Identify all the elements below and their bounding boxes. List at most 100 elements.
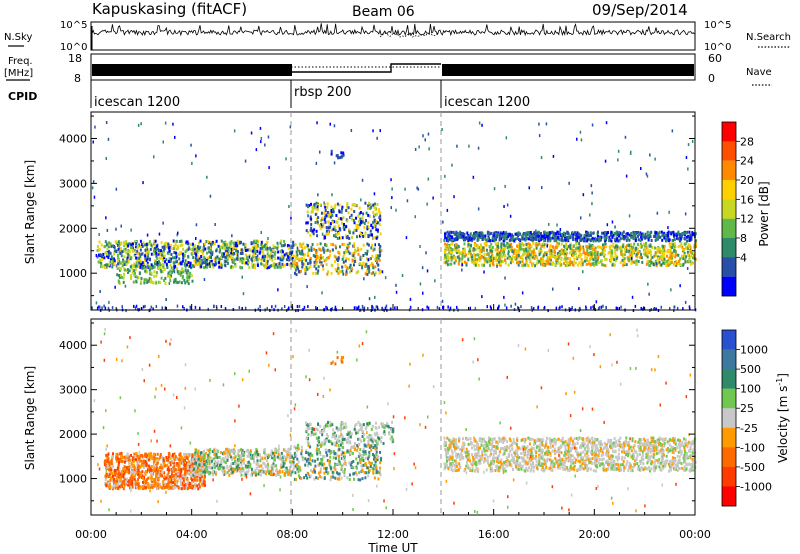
power-echo [182,254,185,258]
power-echo [358,305,360,309]
power-echo [255,246,258,250]
power-echo [507,246,509,250]
power-echo [233,129,236,133]
power-echo [162,221,164,225]
power-echo [651,255,654,259]
power-echo [501,248,504,252]
velocity-echo [123,478,126,482]
velocity-echo [120,483,123,487]
power-echo [599,246,602,249]
power-echo [167,242,170,246]
velocity-echo [193,462,195,466]
power-echo [632,230,635,234]
power-echo [656,262,658,266]
power-echo [365,211,368,215]
power-echo [149,247,152,251]
power-echo [461,256,464,260]
power-echo [682,263,684,267]
power-echo [640,167,642,170]
power-echo [656,211,659,215]
power-echo [309,219,312,223]
power-echo [313,264,316,268]
power-echo [367,243,370,247]
power-echo [301,247,304,251]
velocity-echo [143,480,145,484]
power-echo [359,211,362,214]
power-echo [343,227,346,231]
power-echo [610,239,613,243]
power-echo [193,259,196,263]
power-echo [377,307,379,311]
power-echo [621,233,624,237]
power-echo [449,243,452,247]
power-echo [618,234,621,238]
power-echo [361,216,364,220]
power-echo [474,248,477,252]
power-echo [188,264,191,268]
power-echo [203,255,206,259]
power-echo [180,239,183,243]
power-echo [491,239,494,242]
power-echo [500,234,503,238]
power-echo [447,236,450,240]
velocity-echo [171,485,174,489]
velocity-echo [146,482,149,485]
power-echo [465,253,468,257]
power-echo [201,252,204,255]
power-echo [579,245,582,249]
velocity-echo [173,461,175,465]
power-echo [116,266,119,270]
power-echo [631,254,634,257]
power-echo [279,249,282,253]
power-echo [686,246,689,250]
power-echo [268,166,270,170]
velocity-echo [175,484,178,488]
power-echo [159,268,162,272]
power-echo [554,251,557,255]
power-echo [233,259,235,263]
power-echo [549,258,552,262]
power-echo [201,250,204,254]
power-echo [209,248,212,252]
power-echo [329,212,332,216]
power-echo [378,209,380,213]
velocity-echo [114,486,117,490]
power-echo [488,237,490,241]
power-echo [326,214,328,218]
power-echo [526,231,529,235]
power-echo [335,233,338,236]
power-echo [118,249,121,253]
power-echo [373,192,376,196]
power-echo [661,238,664,242]
power-echo [625,238,628,242]
power-echo [315,306,317,309]
power-echo [532,242,535,245]
velocity-echo [191,453,194,457]
power-echo [151,280,154,284]
velocity-echo [156,452,159,456]
power-echo [144,304,146,308]
power-echo [645,250,648,254]
power-echo [342,272,345,276]
velocity-echo [184,453,187,456]
power-echo [507,235,510,239]
power-echo [356,235,358,239]
power-echo [99,258,101,262]
velocity-echo [116,459,119,463]
power-echo [496,262,499,266]
power-echo [579,254,582,258]
power-echo [604,239,607,242]
power-echo [684,257,687,261]
power-echo [316,220,319,224]
power-echo [617,232,620,236]
power-echo [217,257,220,261]
power-echo [165,245,168,249]
velocity-echo [105,484,108,488]
velocity-echo [235,459,238,463]
velocity-echo [133,452,136,456]
power-echo [499,249,502,253]
velocity-echo [154,469,157,473]
power-echo [615,230,618,234]
power-echo [592,258,595,262]
power-echo [542,242,545,246]
